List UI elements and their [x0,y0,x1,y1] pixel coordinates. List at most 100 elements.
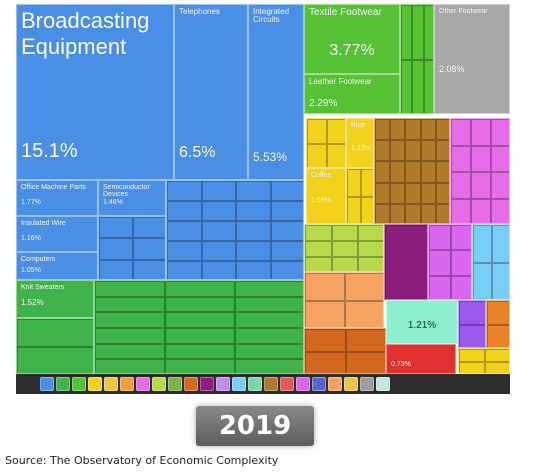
instruments-icon [200,377,214,391]
tile-value: 3.77% [329,42,375,59]
minor-product-tile [307,144,327,167]
tile-label: Textile Footwear [309,7,382,18]
minor-product-tile [485,349,509,362]
minor-product-tile [423,5,433,60]
minor-product-tile [307,119,327,144]
tile-value: 2.29% [309,98,338,109]
minor-product-group [384,224,428,300]
minor-product-tile [235,359,303,373]
minor-product-tile [95,359,165,373]
minor-product-tile [412,5,424,60]
tile-knitsweaters: Knit Sweaters 1.52% [16,280,94,318]
minor-product-tile [459,325,485,347]
minor-product-tile [165,312,235,328]
minor-product-group [400,4,434,114]
minor-product-tile [99,238,133,260]
tile-label: Coffee [311,172,332,179]
minor-product-tile [235,312,303,328]
minor-product-tile [492,225,509,263]
tile-value: 1.05% [21,267,41,274]
animal-hides-icon [328,377,342,391]
minor-product-tile [270,221,303,241]
minor-product-tile [361,169,373,197]
minor-product-tile [17,319,93,347]
tile-value: 1.69% [311,197,331,204]
minor-product-tile [471,119,491,146]
minor-product-tile [471,172,491,199]
minor-product-tile [345,301,383,327]
textiles-icon [56,377,70,391]
services-icon [376,377,390,391]
minor-product-tile [235,296,303,313]
minor-product-tile [487,301,509,325]
minor-product-tile [485,362,509,373]
minor-product-tile [375,203,391,223]
minor-product-tile [471,198,491,223]
minor-product-tile [429,275,451,299]
minor-product-group [472,224,510,300]
minor-product-tile [451,250,471,276]
minor-product-group [304,224,384,272]
tile-value: 1.21% [407,320,437,331]
minor-product-tile [133,259,165,279]
source-note: Source: The Observatory of Economic Comp… [5,454,279,467]
minor-product-tile [491,145,509,172]
minor-product-tile [375,119,391,141]
minor-product-tile [95,328,165,344]
tile-value: 5.53% [253,150,288,164]
tile-telephones: Telephones 6.5% [174,4,248,180]
minor-product-tile [305,273,345,301]
minor-product-group [458,348,510,374]
minor-product-tile [375,182,391,204]
tile-value: 1.46% [103,199,123,206]
animal-products-icon [120,377,134,391]
minor-product-tile [405,140,421,162]
minor-product-tile [99,259,133,279]
minor-product-tile [473,263,492,299]
tile-label: Rice [351,122,366,129]
metals-icon [184,377,198,391]
arts-icon [344,377,358,391]
minor-product-tile [459,349,485,362]
minor-product-tile [420,119,436,141]
machines-icon [40,377,54,391]
tile-value: 6.5% [179,144,216,161]
minor-product-tile [95,343,165,360]
minor-product-tile [201,241,236,261]
minor-product-tile [429,225,451,251]
minor-product-tile [236,241,271,261]
minor-product-tile [491,172,509,199]
minor-product-tile [327,119,345,144]
tile-semiconductor: Semiconductor Devices 1.46% [98,180,166,216]
minor-product-tile [347,197,361,223]
mineral-products-icon [168,377,182,391]
minor-product-tile [235,343,303,360]
minor-product-tile [390,140,406,162]
stone-glass-icon [248,377,262,391]
minor-product-tile [429,250,451,276]
minor-product-tile [492,263,509,299]
tile-computers: Computers 1.05% [16,252,98,280]
minor-product-group [346,168,374,224]
minor-product-tile [435,161,449,183]
minor-product-tile [435,182,449,204]
minor-product-tile [201,181,236,201]
minor-product-group [16,318,94,374]
minor-product-group [428,224,472,300]
minor-product-tile [167,221,202,241]
minor-product-tile [451,275,471,299]
minor-product-group [374,118,450,224]
minor-product-tile [167,261,202,279]
tile-leather: Leather Footwear 2.29% [304,74,400,114]
minor-product-tile [270,261,303,279]
tile-value: 1.13% [351,145,371,152]
minor-product-tile [305,329,346,352]
minor-product-tile [420,182,436,204]
minor-product-tile [451,172,471,199]
wood-products-icon [264,377,278,391]
minor-product-tile [167,201,202,221]
plastics-icon [152,377,166,391]
minor-product-tile [451,198,471,223]
minor-product-tile [165,296,235,313]
minor-product-tile [331,241,359,257]
